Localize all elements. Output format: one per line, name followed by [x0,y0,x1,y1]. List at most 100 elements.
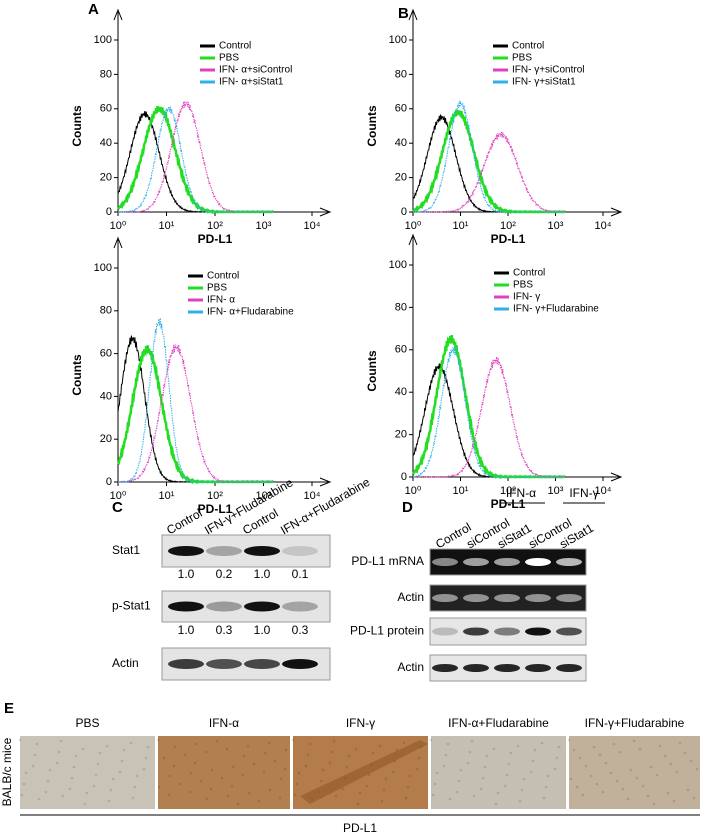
cell-speck [601,790,605,794]
band [494,627,520,636]
cell-speck [68,787,72,791]
cell-speck [404,796,408,800]
band [556,558,582,566]
band [168,546,204,556]
x-arrow [319,477,332,487]
cell-speck [578,756,582,760]
x-tick-label: 10¹ [159,490,175,502]
y-tick-label: 0 [401,206,407,218]
cell-speck [354,747,358,751]
cell-speck [304,764,308,768]
image-caption: IFN-γ [346,716,375,730]
cell-speck [204,750,208,754]
micrograph [20,736,155,809]
band [206,659,242,669]
cell-speck [522,777,526,781]
cell-speck [609,771,613,775]
row-label: PD-L1 protein [350,624,424,638]
cell-speck [61,794,65,798]
cell-speck [468,750,472,754]
cell-speck [273,759,277,763]
band [244,659,280,669]
x-tick-label: 10⁰ [110,490,127,502]
cell-speck [133,785,137,789]
cell-speck [278,796,282,800]
y-tick-label: 0 [106,476,112,488]
band [525,664,551,672]
cell-speck [472,794,476,798]
cell-speck [257,799,261,803]
cell-speck [678,741,682,745]
cell-speck [429,738,433,742]
y-tick-label: 20 [100,433,112,445]
cell-speck [557,745,561,749]
y-tick-label: 20 [395,172,407,184]
x-axis-label: PD-L1 [198,502,233,516]
cell-speck [402,741,406,745]
y-tick-label: 60 [395,344,407,356]
row-label: Actin [397,660,424,674]
cell-speck [481,776,485,780]
cell-speck [540,741,544,745]
image-caption: IFN-α [209,716,239,730]
cell-speck [621,787,625,791]
cell-speck [22,782,26,786]
cell-speck [347,754,351,758]
cell-speck [156,738,160,742]
cell-speck [247,791,251,795]
x-tick-label: 10⁴ [304,220,321,232]
cell-speck [641,784,645,788]
band [525,558,551,566]
y-tick-label: 40 [100,390,112,402]
cell-speck [131,796,135,800]
x-tick-label: 10³ [548,485,564,497]
cell-speck [92,784,96,788]
quantification: 1.0 [254,567,271,581]
band [525,627,551,636]
cell-speck [457,779,461,783]
cell-speck [328,761,332,765]
y-tick-label: 40 [395,386,407,398]
cell-speck [295,782,299,786]
cell-speck [308,742,312,746]
band [432,558,458,566]
cell-speck [604,761,608,765]
y-tick-label: 80 [100,68,112,80]
micrograph [431,736,566,809]
cell-speck [358,791,362,795]
band [244,601,280,612]
cell-speck [306,753,310,757]
histogram-curve [412,131,566,213]
y-tick-label: 0 [401,471,407,483]
cell-speck [120,759,124,763]
histogram-curve [412,356,566,478]
quantification: 0.3 [216,623,233,637]
cell-speck [435,771,439,775]
cell-speck [615,779,619,783]
cell-speck [189,771,193,775]
x-tick-label: 10² [500,220,516,232]
y-tick-label: 80 [100,305,112,317]
cell-speck [135,774,139,778]
cell-speck [162,756,166,760]
y-tick-label: 80 [395,301,407,313]
cell-speck [215,739,219,743]
y-tick-label: 0 [106,206,112,218]
band [432,627,458,636]
row-label: Stat1 [112,543,140,557]
cell-speck [598,753,602,757]
cell-speck [629,768,633,772]
tissue-streak [300,740,428,804]
cell-speck [520,788,524,792]
x-tick-label: 10³ [256,220,272,232]
legend-entry: Control [219,41,251,52]
cell-speck [210,768,214,772]
cell-speck [507,762,511,766]
y-tick-label: 60 [395,103,407,115]
cell-speck [96,762,100,766]
cell-speck [448,797,452,801]
cell-speck [146,745,150,749]
cell-speck [74,754,78,758]
legend-entry: PBS [512,53,532,64]
